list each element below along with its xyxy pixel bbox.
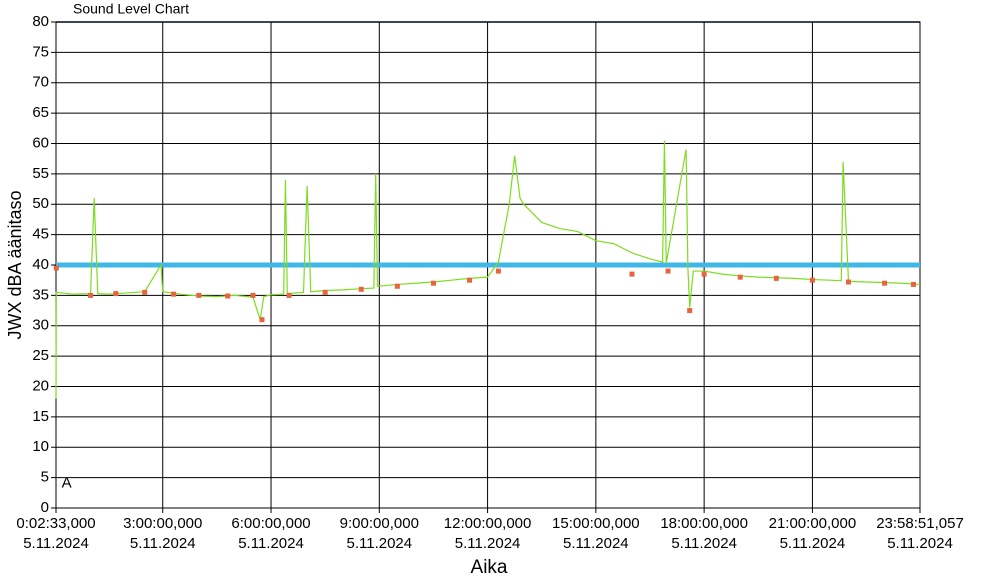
y-tick-label: 35 <box>32 286 49 303</box>
data-marker <box>196 292 202 298</box>
y-tick-label: 55 <box>32 165 49 182</box>
y-tick-label: 5 <box>41 469 49 486</box>
data-marker <box>809 277 815 283</box>
chart-title: Sound Level Chart <box>73 1 189 17</box>
x-tick-label: 23:58:51,057 5.11.2024 <box>876 515 964 552</box>
data-marker <box>286 292 292 298</box>
data-marker <box>629 271 635 277</box>
data-marker <box>53 265 59 271</box>
x-tick-label: 6:00:00,000 5.11.2024 <box>231 515 311 552</box>
data-marker <box>773 275 779 281</box>
y-tick-label: 75 <box>32 43 49 60</box>
y-tick-label: 50 <box>32 195 49 212</box>
data-marker <box>467 277 473 283</box>
data-marker <box>322 289 328 295</box>
x-tick-label: 15:00:00,000 5.11.2024 <box>552 515 640 552</box>
annotation: A <box>62 475 72 492</box>
x-axis-label: Aika <box>471 557 508 578</box>
data-marker <box>88 292 94 298</box>
data-marker <box>846 279 852 285</box>
data-marker <box>430 280 436 286</box>
y-tick-label: 80 <box>32 13 49 30</box>
data-marker <box>495 268 501 274</box>
y-tick-label: 20 <box>32 377 49 394</box>
y-tick-label: 0 <box>41 499 49 516</box>
data-marker <box>910 281 916 287</box>
y-axis-label: JWX dBA äänitaso <box>5 190 25 339</box>
y-tick-label: 25 <box>32 347 49 364</box>
y-tick-label: 40 <box>32 256 49 273</box>
data-marker <box>250 292 256 298</box>
y-tick-label: 65 <box>32 104 49 121</box>
y-tick-label: 30 <box>32 317 49 334</box>
y-tick-label: 10 <box>32 438 49 455</box>
y-tick-label: 70 <box>32 74 49 91</box>
x-tick-label: 12:00:00,000 5.11.2024 <box>443 515 532 552</box>
data-marker <box>358 286 364 292</box>
x-tick-label: 9:00:00,000 5.11.2024 <box>339 515 419 552</box>
data-marker <box>665 268 671 274</box>
data-marker <box>737 274 743 280</box>
x-tick-label: 3:00:00,000 5.11.2024 <box>123 515 203 552</box>
data-marker <box>171 291 177 297</box>
x-tick-label: 0:02:33,000 5.11.2024 <box>16 515 96 552</box>
x-tick-label: 21:00:00,000 5.11.2024 <box>768 515 857 552</box>
x-tick-label: 18:00:00,000 5.11.2024 <box>660 515 748 552</box>
data-marker <box>259 317 265 323</box>
y-tick-label: 15 <box>32 408 49 425</box>
data-marker <box>225 293 231 299</box>
y-tick-label: 60 <box>32 134 49 151</box>
data-marker <box>687 308 693 314</box>
data-marker <box>394 283 400 289</box>
y-tick-label: 45 <box>32 226 49 243</box>
data-marker <box>882 280 888 286</box>
data-marker <box>142 289 148 295</box>
data-marker <box>113 291 119 297</box>
data-marker <box>701 271 707 277</box>
